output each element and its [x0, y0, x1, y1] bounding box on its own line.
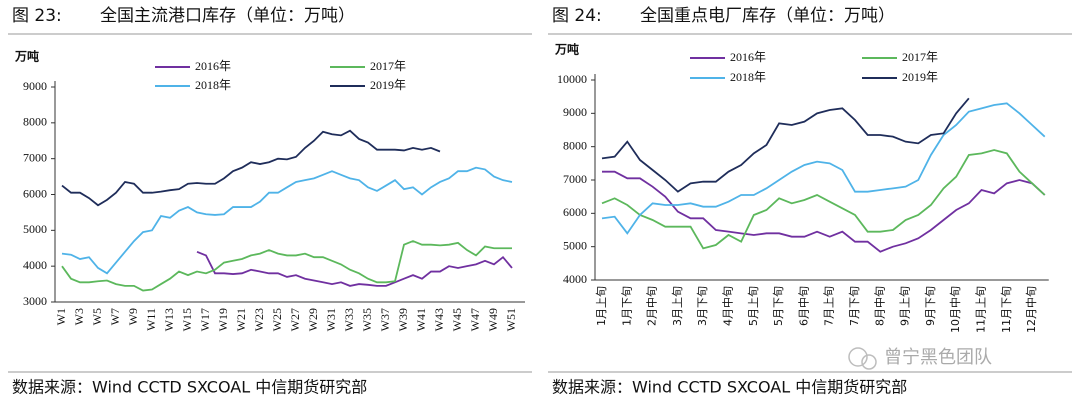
legend-label: 2018年 [730, 70, 766, 84]
x-tick-label: W1 [54, 308, 68, 325]
x-tick-label: W17 [198, 308, 212, 331]
x-tick-label: 5月上旬 [747, 286, 760, 326]
y-axis-label: 万吨 [14, 49, 39, 64]
legend-label: 2018年 [195, 78, 231, 92]
figure-label: 图 23: [12, 6, 62, 26]
x-tick-label: 3月下旬 [696, 286, 709, 326]
x-tick-label: 5月下旬 [772, 286, 785, 326]
x-tick-label: W11 [144, 308, 158, 331]
x-tick-label: W7 [108, 308, 122, 325]
chart-title: 全国主流港口库存（单位：万吨） [100, 6, 355, 26]
series-line [61, 166, 513, 275]
x-tick-label: W35 [360, 308, 374, 331]
series-line [602, 170, 1046, 253]
y-tick-label: 3000 [23, 294, 47, 308]
watermark: 曾宁黑色团队 [848, 347, 992, 370]
figure-label: 图 24: [552, 6, 602, 26]
x-tick-label: 1月上旬 [595, 286, 608, 326]
series-line [61, 129, 441, 207]
y-tick-label: 10000 [557, 72, 587, 86]
y-tick-label: 6000 [563, 205, 587, 219]
x-tick-label: W39 [396, 308, 410, 331]
x-tick-label: W31 [324, 308, 338, 331]
x-tick-label: W41 [414, 308, 428, 331]
x-tick-label: W27 [288, 308, 302, 331]
y-tick-label: 4000 [563, 272, 587, 286]
x-tick-label: 10月中旬 [949, 286, 962, 333]
y-tick-label: 7000 [23, 150, 47, 164]
series-line [601, 149, 1046, 250]
x-tick-label: 12月中旬 [1025, 286, 1038, 333]
wechat-icon [861, 354, 877, 370]
series-line [61, 240, 512, 292]
x-tick-label: W19 [216, 308, 230, 331]
y-axis-label: 万吨 [554, 42, 579, 57]
x-tick-label: W43 [432, 308, 446, 331]
series-line [601, 97, 970, 193]
x-tick-label: 9月上旬 [899, 286, 912, 326]
x-tick-label: W37 [378, 308, 392, 331]
x-tick-label: 7月上旬 [823, 286, 836, 326]
series-line [196, 250, 513, 287]
source-note: 数据来源：Wind CCTD SXCOAL 中信期货研究部 [552, 378, 907, 397]
wechat-icon [848, 347, 868, 367]
y-tick-label: 9000 [23, 79, 47, 93]
y-tick-label: 7000 [563, 172, 587, 186]
x-tick-label: 3月上旬 [671, 286, 684, 326]
x-tick-label: W49 [486, 308, 500, 331]
x-tick-label: 11月下旬 [1000, 286, 1013, 333]
y-tick-label: 8000 [563, 138, 587, 152]
x-tick-label: W23 [252, 308, 266, 331]
legend-label: 2016年 [195, 59, 231, 73]
x-tick-label: 7月下旬 [848, 286, 861, 326]
legend-label: 2017年 [902, 50, 938, 64]
y-tick-label: 5000 [23, 222, 47, 236]
y-tick-label: 8000 [23, 115, 47, 129]
x-tick-label: W3 [72, 308, 86, 325]
legend-label: 2016年 [730, 50, 766, 64]
x-tick-label: 6月中旬 [797, 286, 810, 326]
chart-title: 全国重点电厂库存（单位：万吨） [640, 6, 895, 26]
x-tick-label: W47 [468, 308, 482, 331]
x-tick-label: 9月下旬 [924, 286, 937, 326]
y-tick-label: 5000 [563, 238, 587, 252]
x-tick-label: W15 [180, 308, 194, 331]
y-tick-label: 9000 [563, 105, 587, 119]
x-tick-label: W25 [270, 308, 284, 331]
legend-label: 2019年 [370, 78, 406, 92]
source-note: 数据来源：Wind CCTD SXCOAL 中信期货研究部 [12, 378, 367, 397]
x-tick-label: 8月中旬 [873, 286, 886, 326]
watermark-text: 曾宁黑色团队 [884, 347, 992, 368]
x-tick-label: W5 [90, 308, 104, 325]
x-tick-label: W29 [306, 308, 320, 331]
x-tick-label: W9 [126, 308, 140, 325]
x-tick-label: 11月上旬 [975, 286, 988, 333]
x-tick-label: 4月中旬 [722, 286, 735, 326]
x-tick-label: W51 [504, 308, 518, 331]
x-tick-label: 2月中旬 [646, 286, 659, 326]
x-tick-label: W21 [234, 308, 248, 331]
y-tick-label: 6000 [23, 186, 47, 200]
legend-label: 2019年 [902, 70, 938, 84]
x-tick-label: W33 [342, 308, 356, 331]
legend-label: 2017年 [370, 59, 406, 73]
x-tick-label: 1月下旬 [620, 286, 633, 326]
y-tick-label: 4000 [23, 258, 47, 272]
x-tick-label: W13 [162, 308, 176, 331]
series-line [601, 102, 1046, 235]
x-tick-label: W45 [450, 308, 464, 331]
